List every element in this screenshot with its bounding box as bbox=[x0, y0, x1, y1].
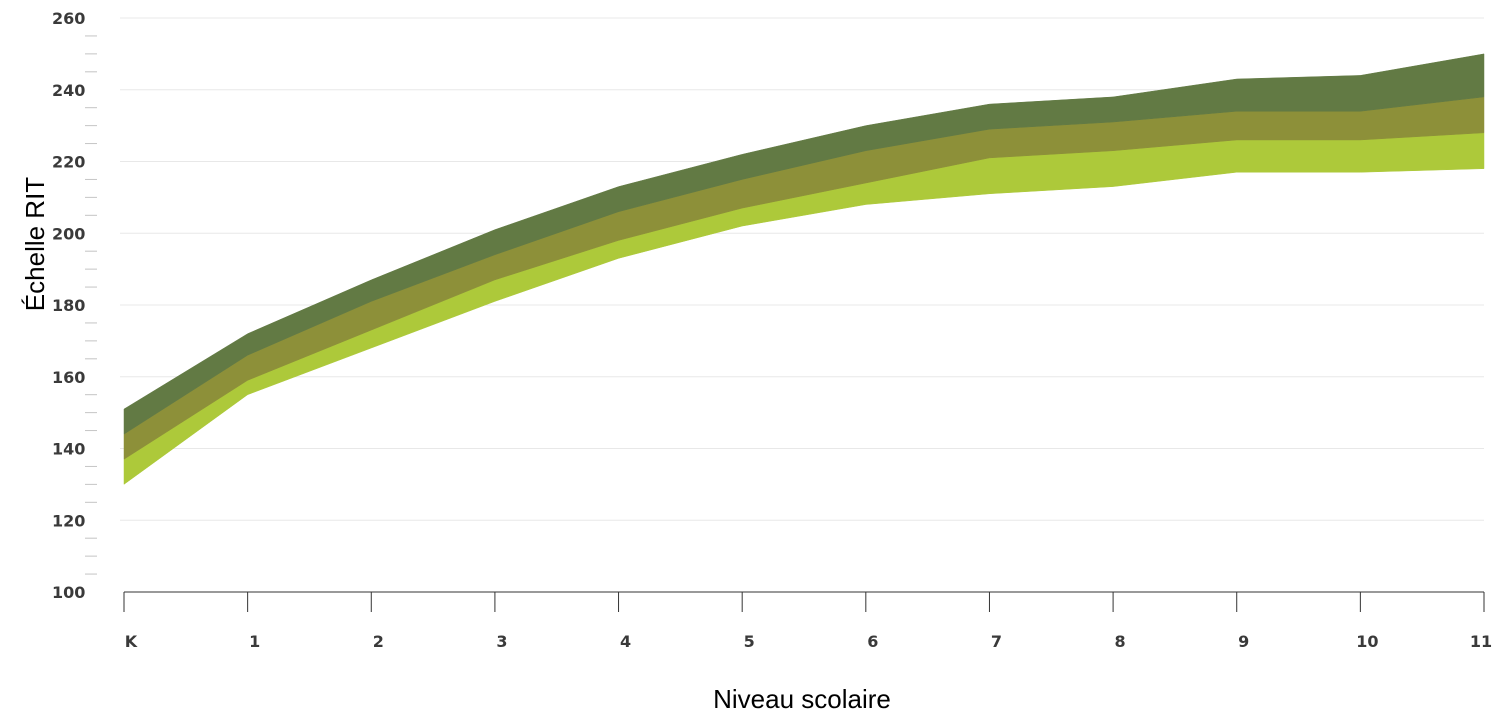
y-axis-title: Échelle RIT bbox=[20, 177, 50, 311]
x-axis-ticks bbox=[123, 592, 1485, 612]
y-tick-label: 220 bbox=[52, 153, 85, 172]
x-tick-label: 8 bbox=[1115, 632, 1126, 651]
y-tick-label: 240 bbox=[52, 81, 85, 100]
y-minor-ticks bbox=[85, 35, 97, 575]
percentile-bands bbox=[123, 53, 1485, 485]
x-tick-label: 4 bbox=[620, 632, 631, 651]
x-tick-label: 10 bbox=[1356, 632, 1378, 651]
x-tick-label: 11 bbox=[1470, 632, 1492, 651]
x-tick-label: 3 bbox=[496, 632, 507, 651]
y-tick-label: 200 bbox=[52, 224, 85, 243]
x-tick-label: K bbox=[125, 632, 138, 651]
y-tick-label: 160 bbox=[52, 368, 85, 387]
y-tick-label: 260 bbox=[52, 9, 85, 28]
x-axis-tick-labels: K 1 2 3 4 5 6 7 8 9 10 11 bbox=[125, 632, 1492, 651]
y-tick-label: 100 bbox=[52, 583, 85, 602]
y-tick-label: 180 bbox=[52, 296, 85, 315]
x-tick-label: 2 bbox=[373, 632, 384, 651]
x-tick-label: 7 bbox=[991, 632, 1002, 651]
y-tick-label: 120 bbox=[52, 511, 85, 530]
x-tick-label: 9 bbox=[1238, 632, 1249, 651]
y-tick-label: 140 bbox=[52, 440, 85, 459]
x-tick-label: 6 bbox=[867, 632, 878, 651]
percentile-band-3 bbox=[123, 53, 1485, 435]
x-tick-label: 1 bbox=[249, 632, 260, 651]
x-tick-label: 5 bbox=[744, 632, 755, 651]
y-axis-tick-labels: 100 120 140 160 180 200 220 240 260 bbox=[52, 9, 85, 602]
x-axis-title: Niveau scolaire bbox=[713, 684, 891, 714]
